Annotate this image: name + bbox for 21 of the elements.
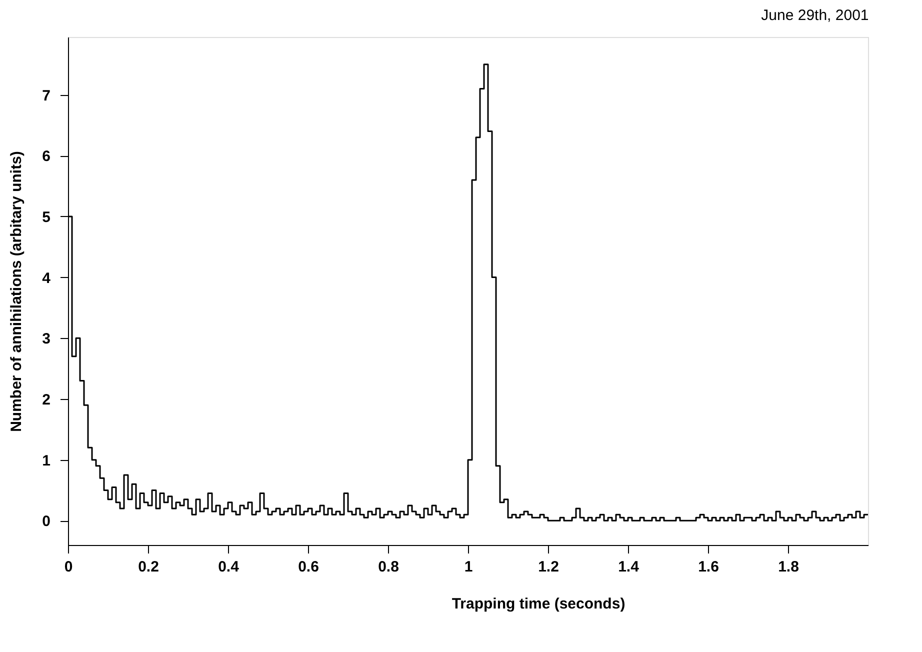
- x-tick-label: 1.2: [538, 558, 559, 576]
- x-tick-label: 0.6: [298, 558, 319, 576]
- y-tick-label: 6: [42, 148, 50, 166]
- text: June 29th, 2001: [761, 7, 869, 24]
- x-tick-label: 0: [64, 558, 73, 576]
- x-tick-label: 0.2: [138, 558, 159, 576]
- x-tick-label: 1.8: [778, 558, 799, 576]
- x-tick-label: 1.6: [698, 558, 719, 576]
- y-tick-label: 2: [42, 391, 50, 408]
- y-tick-label: 0: [42, 513, 50, 530]
- y-tick-label: 4: [42, 270, 52, 287]
- x-tick-label: 1: [464, 558, 473, 576]
- y-tick-label: 5: [42, 208, 50, 226]
- y-axis-title: Number of annihilations (arbitary units): [8, 151, 26, 432]
- y-tick-label: 1: [42, 452, 50, 470]
- x-tick-label: 1.4: [618, 558, 640, 576]
- x-tick-label: 0.8: [378, 558, 399, 576]
- x-axis-title: Trapping time (seconds): [452, 596, 626, 612]
- x-tick-label: 0.4: [218, 558, 240, 576]
- y-tick-label: 3: [42, 330, 50, 348]
- y-tick-label: 7: [42, 87, 50, 104]
